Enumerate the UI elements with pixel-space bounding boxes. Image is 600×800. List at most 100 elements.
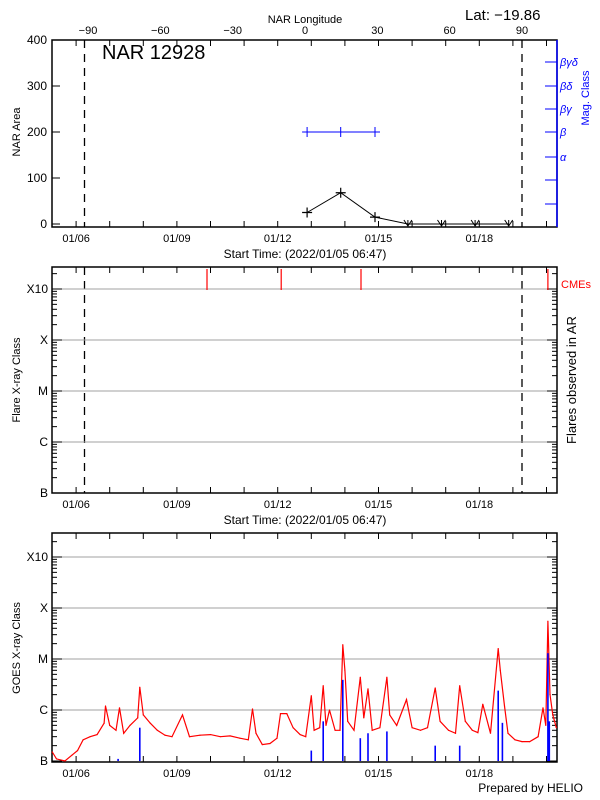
nar-area-zero-point: [504, 219, 514, 227]
goes-long-point: [103, 722, 105, 724]
goes-long-point: [439, 720, 441, 722]
goes-long-point: [371, 729, 373, 731]
goes-long-point: [359, 676, 361, 678]
mag-class-tick-label: βγ: [559, 104, 573, 116]
goes-long-point: [497, 647, 499, 650]
longitude-tick-label: 0: [302, 25, 308, 37]
goes-long-point: [89, 736, 91, 738]
goes-long-point: [454, 732, 457, 734]
goes-long-point: [279, 712, 282, 715]
goes-long-point: [96, 733, 98, 736]
goes-long-point: [482, 703, 484, 705]
goes-long-point: [471, 729, 473, 731]
cme-legend-label: CMEs: [561, 279, 591, 291]
goes-long-point: [209, 733, 212, 736]
goes-long-point: [411, 727, 413, 729]
goes-long-point: [434, 687, 436, 689]
goes-long-point: [313, 729, 315, 731]
goes-long-point: [363, 717, 365, 719]
goes-long-point: [299, 733, 301, 736]
y-tick-label: M: [38, 652, 48, 666]
goes-long-point: [123, 732, 125, 734]
goes-long-point: [396, 724, 398, 726]
x-tick-label: 01/12: [264, 768, 292, 780]
nar-area-point: [302, 207, 313, 218]
goes-long-point: [521, 741, 523, 743]
goes-long-point: [292, 727, 294, 729]
goes-long-point: [247, 739, 249, 741]
flare-class-axis-title: Flare X-ray Class: [11, 337, 23, 422]
y-tick-label: 300: [27, 79, 47, 93]
goes-long-point: [405, 698, 408, 701]
goes-long-point: [347, 720, 349, 722]
goes-long-point: [379, 727, 381, 729]
goes-long-point: [322, 685, 324, 687]
mag-class-point: [335, 127, 346, 137]
goes-long-point: [156, 729, 158, 731]
goes-long-point: [426, 727, 429, 729]
goes-long-point: [545, 724, 547, 726]
y-tick-label: B: [40, 486, 48, 500]
mag-class-axis-title: Mag. Class: [580, 70, 592, 126]
y-tick-label: X10: [27, 282, 49, 296]
goes-long-point: [529, 741, 531, 743]
x-tick-label: 01/12: [264, 499, 292, 511]
goes-long-point: [255, 732, 257, 734]
goes-long-point: [149, 722, 151, 724]
x-tick-label: 01/15: [365, 768, 393, 780]
goes-long-point: [334, 729, 336, 731]
panel2-xlabel: Start Time: (2022/01/05 06:47): [224, 513, 387, 527]
mag-class-tick-label: β: [559, 127, 567, 139]
goes-long-point: [181, 714, 184, 716]
goes-long-point: [342, 644, 344, 646]
goes-long-point: [188, 736, 191, 738]
goes-long-point: [367, 688, 369, 690]
y-tick-label: M: [38, 384, 48, 398]
goes-long-point: [261, 743, 263, 746]
x-tick-label: 01/18: [466, 233, 494, 245]
x-tick-label: 01/09: [163, 233, 191, 245]
goes-long-point: [537, 736, 539, 738]
goes-long-point: [310, 695, 312, 697]
x-tick-label: 01/15: [365, 499, 393, 511]
goes-long-point: [389, 714, 391, 716]
goes-long-point: [339, 729, 341, 731]
goes-long-point: [305, 736, 307, 738]
goes-long-point: [239, 737, 241, 739]
goes-long-point: [386, 676, 388, 678]
mag-class-tick-label: βγδ: [559, 57, 579, 69]
x-tick-label: 01/18: [466, 499, 494, 511]
goes-long-point: [199, 734, 201, 736]
nar-area-zero-point: [403, 219, 413, 227]
goes-long-point: [76, 749, 79, 752]
y-tick-label: X10: [27, 550, 49, 564]
x-tick-label: 01/09: [163, 499, 191, 511]
y-tick-label: 100: [27, 171, 47, 185]
nar-area-line: [306, 192, 509, 225]
goes-long-point: [269, 742, 271, 745]
x-tick-label: 01/09: [163, 768, 191, 780]
goes-long-point: [328, 709, 331, 711]
mag-class-tick-label: α: [560, 152, 567, 164]
mag-class-point: [302, 127, 313, 137]
longitude-tick-label: 90: [516, 25, 528, 37]
goes-long-point: [552, 714, 554, 716]
goes-long-point: [171, 736, 173, 738]
goes-long-channel-line: [51, 621, 557, 762]
goes-long-point: [464, 720, 466, 722]
goes-long-point: [139, 686, 141, 688]
y-tick-label: 0: [40, 217, 47, 231]
goes-long-point: [514, 739, 516, 741]
longitude-tick-label: −30: [223, 25, 242, 37]
nar-area-axis-title: NAR Area: [11, 107, 23, 157]
goes-long-point: [129, 724, 131, 726]
longitude-tick-label: −90: [79, 25, 98, 37]
y-tick-label: 400: [27, 33, 47, 47]
goes-long-point: [507, 732, 509, 734]
longitude-tick-label: 60: [444, 25, 456, 37]
mag-class-point: [370, 127, 380, 137]
goes-long-point: [286, 712, 288, 715]
goes-long-point: [229, 735, 231, 737]
x-tick-label: 01/06: [62, 233, 90, 245]
goes-long-point: [55, 758, 58, 760]
